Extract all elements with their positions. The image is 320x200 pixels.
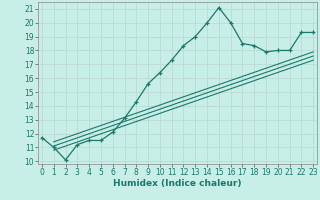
X-axis label: Humidex (Indice chaleur): Humidex (Indice chaleur)	[113, 179, 242, 188]
